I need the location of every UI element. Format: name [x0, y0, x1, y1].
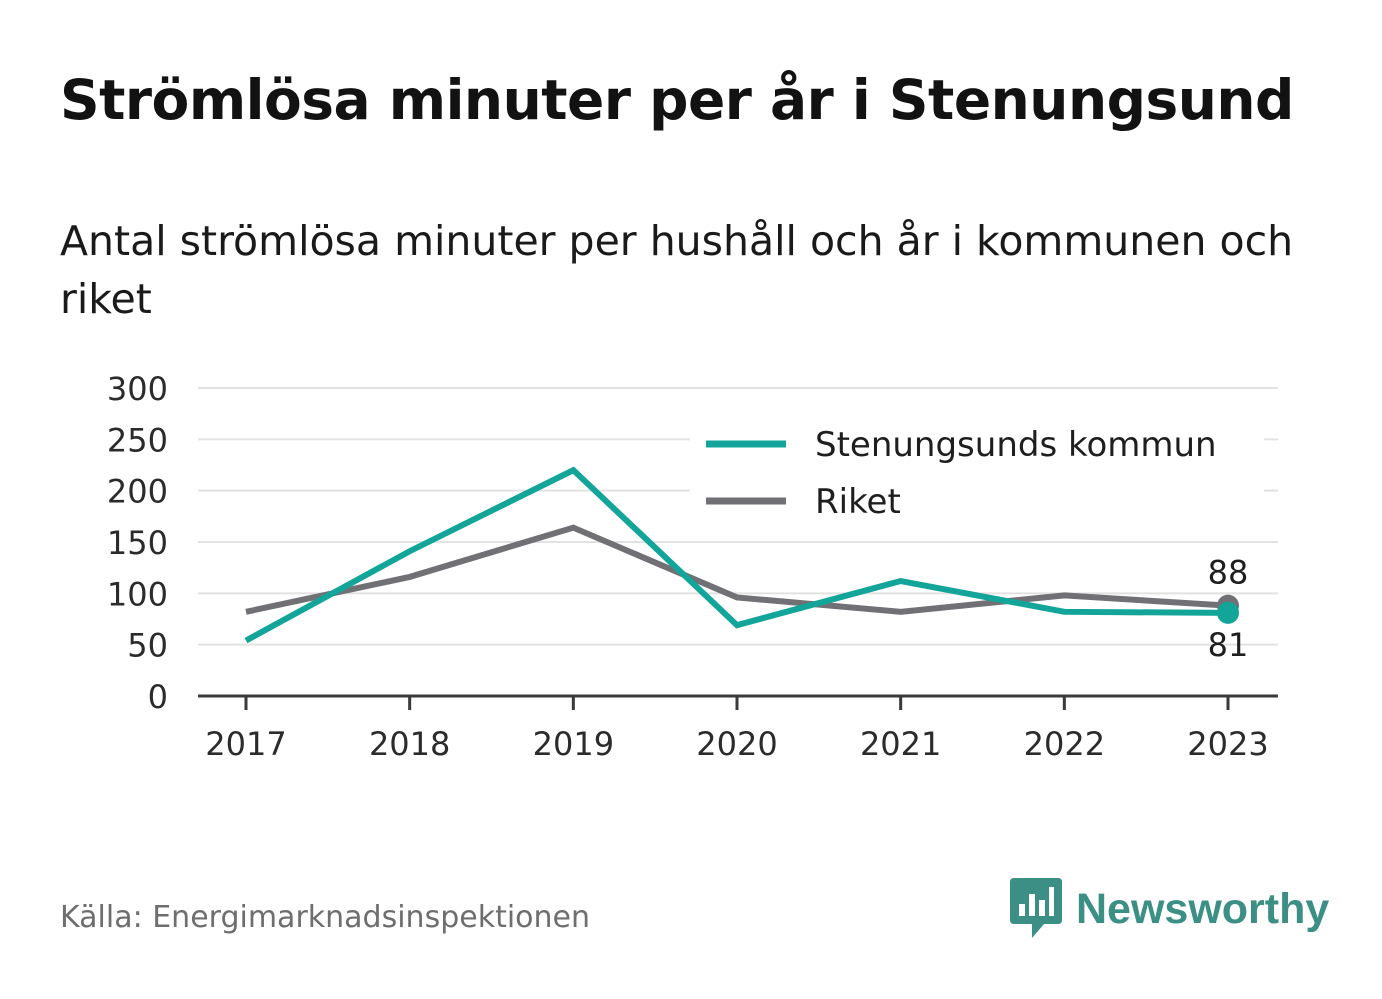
series-line — [244, 466, 1229, 644]
x-tick-label: 2018 — [369, 725, 450, 763]
y-tick-label: 250 — [107, 421, 168, 459]
brand-name: Newsworthy — [1076, 884, 1330, 933]
x-tick-label: 2023 — [1187, 725, 1268, 763]
y-tick-label: 100 — [107, 575, 168, 613]
end-value-label: 88 — [1208, 554, 1249, 592]
x-tick-label: 2021 — [860, 725, 941, 763]
y-tick-label: 150 — [107, 524, 168, 562]
end-value-label: 81 — [1208, 626, 1249, 664]
end-point-marker — [1217, 601, 1239, 624]
x-axis: 2017 2018 2019 2020 2021 2022 2023 — [198, 694, 1278, 763]
series-line — [245, 524, 1229, 615]
brand-logo: Newsworthy — [1010, 878, 1329, 940]
y-tick-label: 200 — [107, 473, 168, 511]
legend-label: Riket — [815, 482, 901, 522]
legend: Stenungsunds kommun Riket — [690, 418, 1264, 540]
x-tick-label: 2017 — [205, 725, 286, 763]
chart-subtitle: Antal strömlösa minuter per hushåll och … — [60, 217, 1294, 323]
y-axis-tick-labels: 0 50 100 150 200 250 300 — [107, 370, 168, 716]
x-tick-label: 2022 — [1024, 725, 1105, 763]
newsworthy-logo-icon — [1010, 878, 1062, 938]
y-tick-label: 0 — [148, 678, 168, 716]
x-tick-label: 2020 — [696, 725, 777, 763]
y-tick-label: 300 — [107, 370, 168, 408]
x-tick-label: 2019 — [533, 725, 614, 763]
series-lines: 81 88 — [244, 466, 1249, 664]
legend-label: Stenungsunds kommun — [815, 425, 1217, 465]
y-tick-label: 50 — [127, 627, 168, 665]
legend-background — [690, 418, 1264, 540]
source-note: Källa: Energimarknadsinspektionen — [60, 900, 591, 935]
chart-title: Strömlösa minuter per år i Stenungsund — [60, 68, 1294, 132]
